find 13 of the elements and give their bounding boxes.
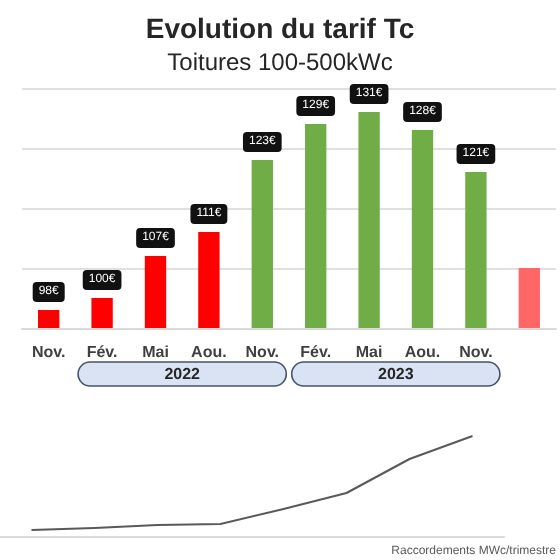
x-tick-label: Mai	[355, 343, 383, 361]
chart-title: Evolution du tarif Tc	[145, 12, 415, 44]
x-tick-label: Mai	[142, 343, 169, 361]
x-tick-label: Nov.	[459, 343, 493, 361]
x-tick-label: Nov.	[31, 343, 66, 361]
text: 2022	[164, 365, 202, 383]
x-tick-label: Nov.	[245, 343, 280, 361]
text: 2023	[378, 365, 415, 383]
x-tick-label: Fév.	[86, 343, 118, 361]
x-tick-label: Aou.	[191, 343, 227, 361]
x-tick-label: Fév.	[300, 343, 332, 361]
chart-subtitle: Toitures 100-500kWc	[167, 48, 393, 76]
x-tick-label: Aou.	[404, 343, 441, 361]
